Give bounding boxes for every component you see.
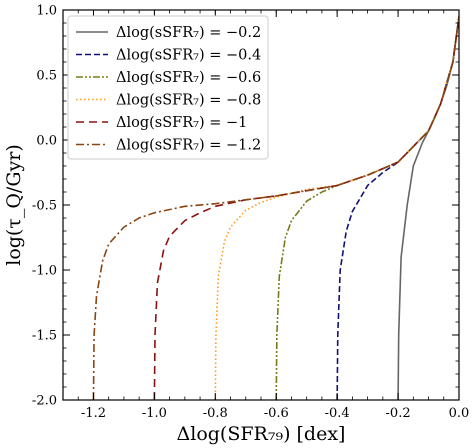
series-line-3 — [275, 16, 459, 400]
legend-label-1: Δlog(sSFR₇) = −0.2 — [116, 25, 261, 41]
x-axis-label: Δlog(SFR₇₉) [dex] — [177, 423, 346, 445]
legend-box — [67, 15, 269, 160]
x-tick-label: -0.6 — [264, 406, 289, 421]
legend-label-6: Δlog(sSFR₇) = −1.2 — [116, 138, 261, 154]
legend-label-2: Δlog(sSFR₇) = −0.4 — [116, 48, 261, 64]
series-line-6 — [92, 16, 459, 400]
y-tick-label: 0.0 — [36, 134, 57, 149]
y-tick-label: -2.0 — [32, 394, 57, 409]
x-tick-label: -0.2 — [386, 406, 411, 421]
y-tick-label: -1.0 — [32, 264, 57, 279]
legend-label-3: Δlog(sSFR₇) = −0.6 — [116, 70, 261, 86]
series-line-2 — [336, 16, 459, 400]
x-tick-label: -0.8 — [203, 406, 228, 421]
y-axis-label: log(τ_Q/Gyr) — [3, 144, 25, 266]
legend-label-5: Δlog(sSFR₇) = −1 — [116, 115, 247, 131]
y-tick-label: 0.5 — [36, 69, 57, 84]
legend-label-4: Δlog(sSFR₇) = −0.8 — [116, 93, 261, 109]
ticks-layer: -1.2 -1.0 -0.8 -0.6 -0.4 -0.2 0.0 -2.0 -1.5 -1.0 -… — [32, 4, 469, 422]
legend: Δlog(sSFR₇) = −0.2 Δlog(sSFR₇) = −0.4 Δlog… — [67, 15, 269, 160]
x-tick-label: 0.0 — [449, 406, 470, 421]
x-tick-label: -1.2 — [81, 406, 106, 421]
y-tick-label: -1.5 — [32, 329, 57, 344]
y-tick-label: -0.5 — [32, 199, 57, 214]
x-tick-label: -1.0 — [142, 406, 167, 421]
curves-layer — [92, 16, 459, 400]
y-tick-label: 1.0 — [36, 4, 57, 19]
series-line-5 — [153, 16, 459, 400]
x-tick-label: -0.4 — [325, 406, 350, 421]
